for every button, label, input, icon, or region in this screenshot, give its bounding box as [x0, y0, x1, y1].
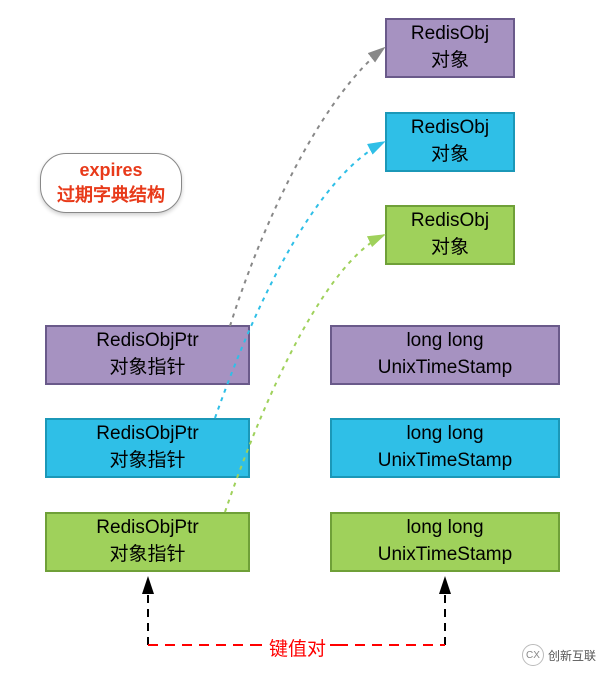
ts-green: long long UnixTimeStamp	[330, 512, 560, 572]
node-line1: RedisObj	[411, 115, 489, 142]
redisobj-green: RedisObj 对象	[385, 205, 515, 265]
redisobj-cyan: RedisObj 对象	[385, 112, 515, 172]
node-line2: UnixTimeStamp	[378, 355, 512, 382]
node-line1: long long	[406, 421, 483, 448]
ptr-purple: RedisObjPtr 对象指针	[45, 325, 250, 385]
pill-subtitle: 过期字典结构	[57, 181, 165, 207]
expires-pill: expires 过期字典结构	[40, 153, 182, 213]
ts-purple: long long UnixTimeStamp	[330, 325, 560, 385]
ptr-cyan: RedisObjPtr 对象指针	[45, 418, 250, 478]
node-line1: RedisObjPtr	[96, 515, 198, 542]
node-line1: RedisObjPtr	[96, 328, 198, 355]
node-line2: 对象指针	[109, 355, 185, 382]
node-line2: UnixTimeStamp	[378, 448, 512, 475]
watermark-icon: CX	[522, 644, 544, 666]
node-line2: UnixTimeStamp	[378, 542, 512, 569]
kv-label: 键值对	[267, 634, 328, 661]
watermark: CX 创新互联	[522, 644, 596, 666]
pill-title: expires	[79, 160, 142, 181]
node-line1: RedisObj	[411, 208, 489, 235]
ptr-green: RedisObjPtr 对象指针	[45, 512, 250, 572]
node-line2: 对象指针	[109, 448, 185, 475]
arrow-ptr-purple	[230, 48, 384, 326]
node-line1: RedisObjPtr	[96, 421, 198, 448]
node-line2: 对象	[431, 142, 469, 169]
redisobj-purple: RedisObj 对象	[385, 18, 515, 78]
node-line1: long long	[406, 515, 483, 542]
node-line2: 对象	[431, 48, 469, 75]
ts-cyan: long long UnixTimeStamp	[330, 418, 560, 478]
node-line2: 对象	[431, 235, 469, 262]
node-line1: long long	[406, 328, 483, 355]
node-line2: 对象指针	[109, 542, 185, 569]
watermark-text: 创新互联	[548, 647, 596, 664]
node-line1: RedisObj	[411, 21, 489, 48]
